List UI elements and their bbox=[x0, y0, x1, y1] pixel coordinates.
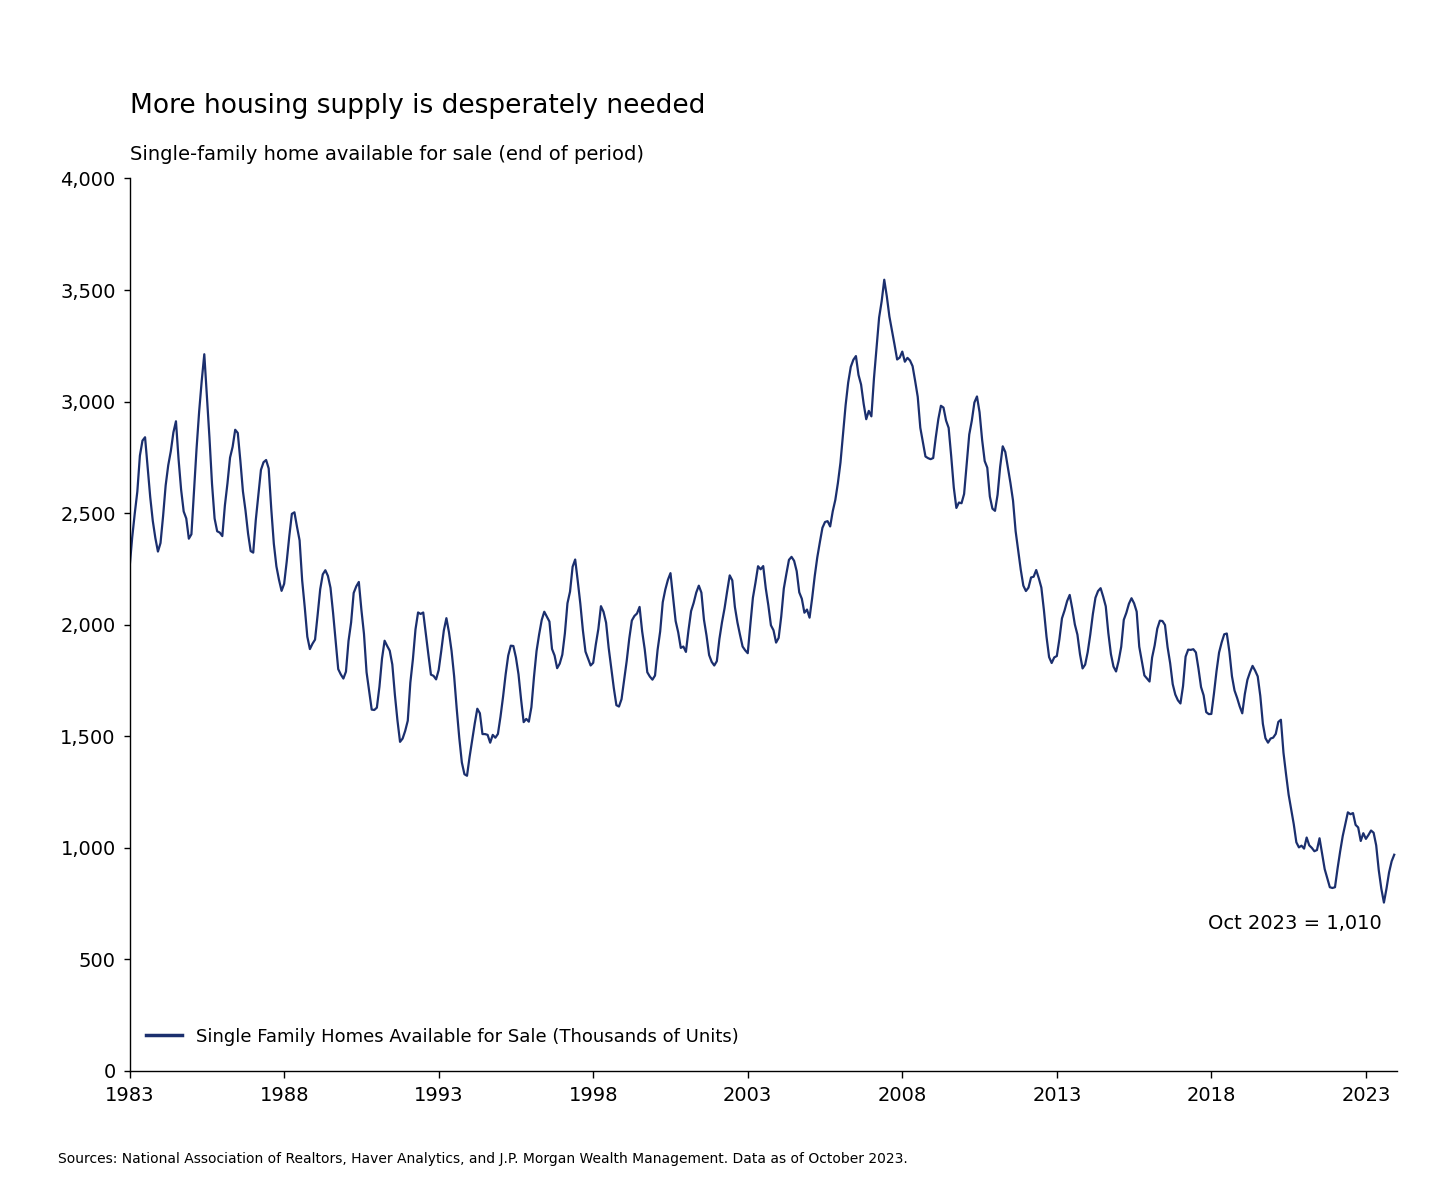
Text: Sources: National Association of Realtors, Haver Analytics, and J.P. Morgan Weal: Sources: National Association of Realtor… bbox=[58, 1152, 907, 1166]
Text: Oct 2023 = 1,010: Oct 2023 = 1,010 bbox=[1208, 914, 1381, 933]
Legend: Single Family Homes Available for Sale (Thousands of Units): Single Family Homes Available for Sale (… bbox=[138, 1021, 746, 1053]
Text: More housing supply is desperately needed: More housing supply is desperately neede… bbox=[130, 93, 706, 119]
Text: Single-family home available for sale (end of period): Single-family home available for sale (e… bbox=[130, 145, 644, 164]
